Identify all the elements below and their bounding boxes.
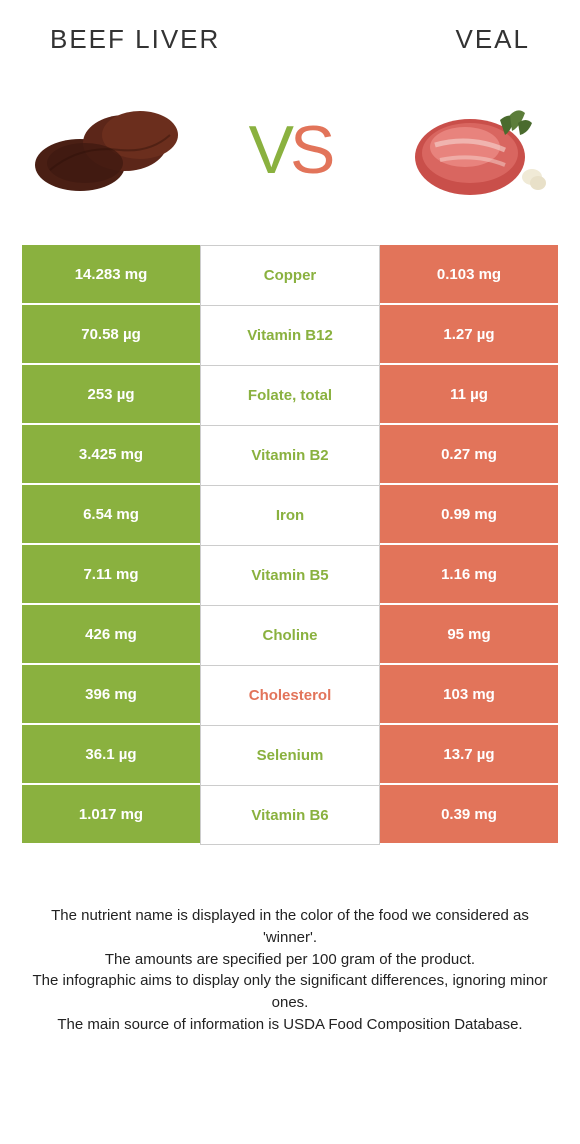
table-row: 3.425 mgVitamin B20.27 mg [22, 425, 558, 485]
left-value-cell: 7.11 mg [22, 545, 200, 605]
table-row: 396 mgCholesterol103 mg [22, 665, 558, 725]
table-row: 426 mgCholine95 mg [22, 605, 558, 665]
header: Beef Liver Veal [0, 0, 580, 65]
beef-liver-image [30, 95, 190, 205]
right-value-cell: 0.103 mg [380, 245, 558, 305]
left-value-cell: 36.1 µg [22, 725, 200, 785]
table-row: 14.283 mgCopper0.103 mg [22, 245, 558, 305]
table-row: 6.54 mgIron0.99 mg [22, 485, 558, 545]
left-value-cell: 6.54 mg [22, 485, 200, 545]
right-value-cell: 11 µg [380, 365, 558, 425]
right-value-cell: 13.7 µg [380, 725, 558, 785]
footer-line: The nutrient name is displayed in the co… [30, 905, 550, 949]
footer-line: The amounts are specified per 100 gram o… [30, 949, 550, 971]
left-value-cell: 14.283 mg [22, 245, 200, 305]
left-value-cell: 3.425 mg [22, 425, 200, 485]
right-value-cell: 95 mg [380, 605, 558, 665]
table-row: 36.1 µgSelenium13.7 µg [22, 725, 558, 785]
right-value-cell: 0.99 mg [380, 485, 558, 545]
footer-line: The main source of information is USDA F… [30, 1014, 550, 1036]
nutrient-name-cell: Iron [200, 485, 380, 545]
right-value-cell: 1.16 mg [380, 545, 558, 605]
vs-v-letter: V [249, 111, 290, 189]
footer-notes: The nutrient name is displayed in the co… [0, 845, 580, 1056]
vs-label: VS [249, 111, 332, 189]
left-value-cell: 1.017 mg [22, 785, 200, 845]
nutrient-name-cell: Selenium [200, 725, 380, 785]
left-value-cell: 396 mg [22, 665, 200, 725]
left-value-cell: 426 mg [22, 605, 200, 665]
nutrient-name-cell: Vitamin B2 [200, 425, 380, 485]
nutrient-name-cell: Vitamin B12 [200, 305, 380, 365]
comparison-table: 14.283 mgCopper0.103 mg70.58 µgVitamin B… [22, 245, 558, 845]
left-value-cell: 70.58 µg [22, 305, 200, 365]
left-value-cell: 253 µg [22, 365, 200, 425]
nutrient-name-cell: Cholesterol [200, 665, 380, 725]
nutrient-name-cell: Copper [200, 245, 380, 305]
table-row: 1.017 mgVitamin B60.39 mg [22, 785, 558, 845]
right-value-cell: 0.39 mg [380, 785, 558, 845]
left-food-title: Beef Liver [50, 24, 220, 55]
right-value-cell: 103 mg [380, 665, 558, 725]
nutrient-name-cell: Choline [200, 605, 380, 665]
vs-s-letter: S [290, 111, 331, 189]
table-row: 70.58 µgVitamin B121.27 µg [22, 305, 558, 365]
nutrient-name-cell: Vitamin B5 [200, 545, 380, 605]
right-value-cell: 0.27 mg [380, 425, 558, 485]
nutrient-name-cell: Vitamin B6 [200, 785, 380, 845]
footer-line: The infographic aims to display only the… [30, 970, 550, 1014]
table-row: 7.11 mgVitamin B51.16 mg [22, 545, 558, 605]
table-row: 253 µgFolate, total11 µg [22, 365, 558, 425]
nutrient-name-cell: Folate, total [200, 365, 380, 425]
right-value-cell: 1.27 µg [380, 305, 558, 365]
veal-image [390, 95, 550, 205]
right-food-title: Veal [456, 24, 531, 55]
hero-row: VS [0, 65, 580, 245]
